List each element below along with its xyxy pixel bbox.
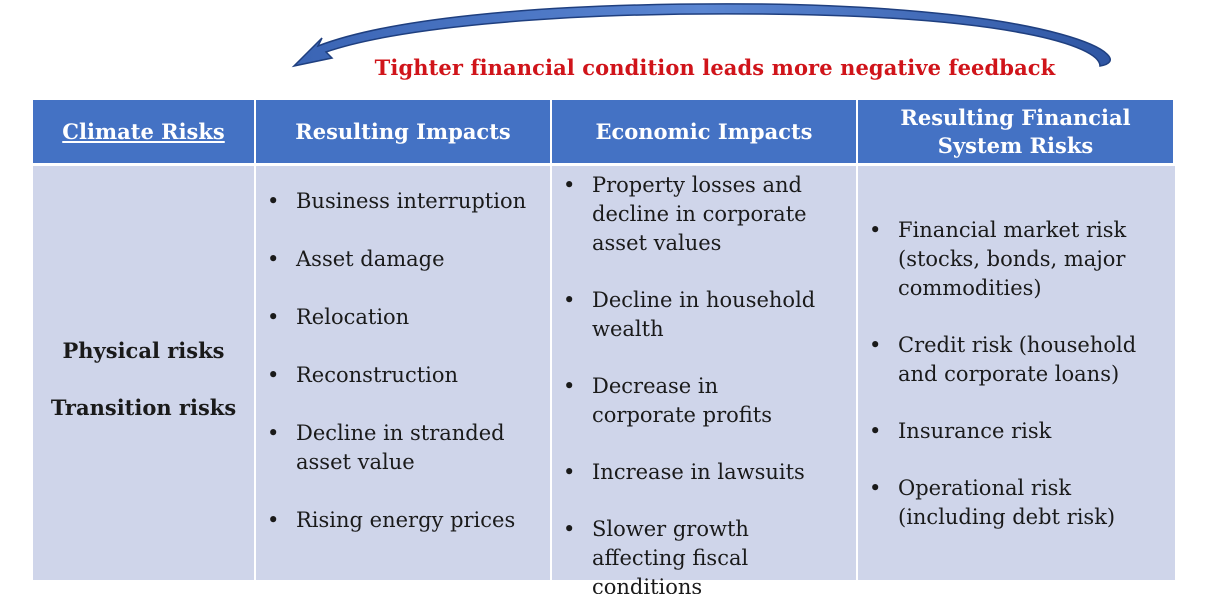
- feedback-arrow: [291, 3, 1111, 68]
- list-item: Insurance risk: [858, 417, 1175, 446]
- list-item: Rising energy prices: [256, 506, 550, 535]
- list-item: Business interruption: [256, 187, 550, 216]
- list-item: Decline in household wealth: [552, 286, 856, 344]
- feedback-arrow-body: [291, 3, 1111, 68]
- list-item: Decline in stranded asset value: [256, 419, 550, 477]
- economic-impacts-cell: Property losses and decline in corporate…: [552, 166, 858, 594]
- feedback-caption: Tighter financial condition leads more n…: [374, 55, 1056, 80]
- list-item: Reconstruction: [256, 361, 550, 390]
- list-item: Slower growth affecting fiscal condition…: [552, 515, 856, 594]
- list-item: Credit risk (household and corporate loa…: [858, 331, 1175, 389]
- list-item: Operational risk (including debt risk): [858, 474, 1175, 532]
- transition-risks-label: Transition risks: [50, 395, 237, 420]
- list-item: Asset damage: [256, 245, 550, 274]
- list-item: Increase in lawsuits: [552, 458, 856, 487]
- header-financial-system-risks: Resulting Financial System Risks: [858, 100, 1175, 166]
- list-item: Financial market risk (stocks, bonds, ma…: [858, 216, 1175, 303]
- header-resulting-impacts: Resulting Impacts: [256, 100, 552, 166]
- climate-risks-cell: Physical risks Transition risks: [33, 166, 256, 580]
- economic-impacts-list: Property losses and decline in corporate…: [552, 166, 856, 594]
- list-item: Relocation: [256, 303, 550, 332]
- list-item: Property losses and decline in corporate…: [552, 171, 856, 258]
- header-climate-risks: Climate Risks: [33, 100, 256, 166]
- climate-risk-table: Climate Risks Resulting Impacts Economic…: [33, 100, 1175, 594]
- physical-risks-label: Physical risks: [62, 338, 225, 363]
- resulting-impacts-list: Business interruption Asset damage Reloc…: [256, 166, 550, 535]
- list-item: Decrease in corporate profits: [552, 372, 856, 430]
- financial-system-risks-cell: Financial market risk (stocks, bonds, ma…: [858, 166, 1175, 580]
- financial-system-risks-list: Financial market risk (stocks, bonds, ma…: [858, 166, 1175, 532]
- resulting-impacts-cell: Business interruption Asset damage Reloc…: [256, 166, 552, 580]
- header-economic-impacts: Economic Impacts: [552, 100, 858, 166]
